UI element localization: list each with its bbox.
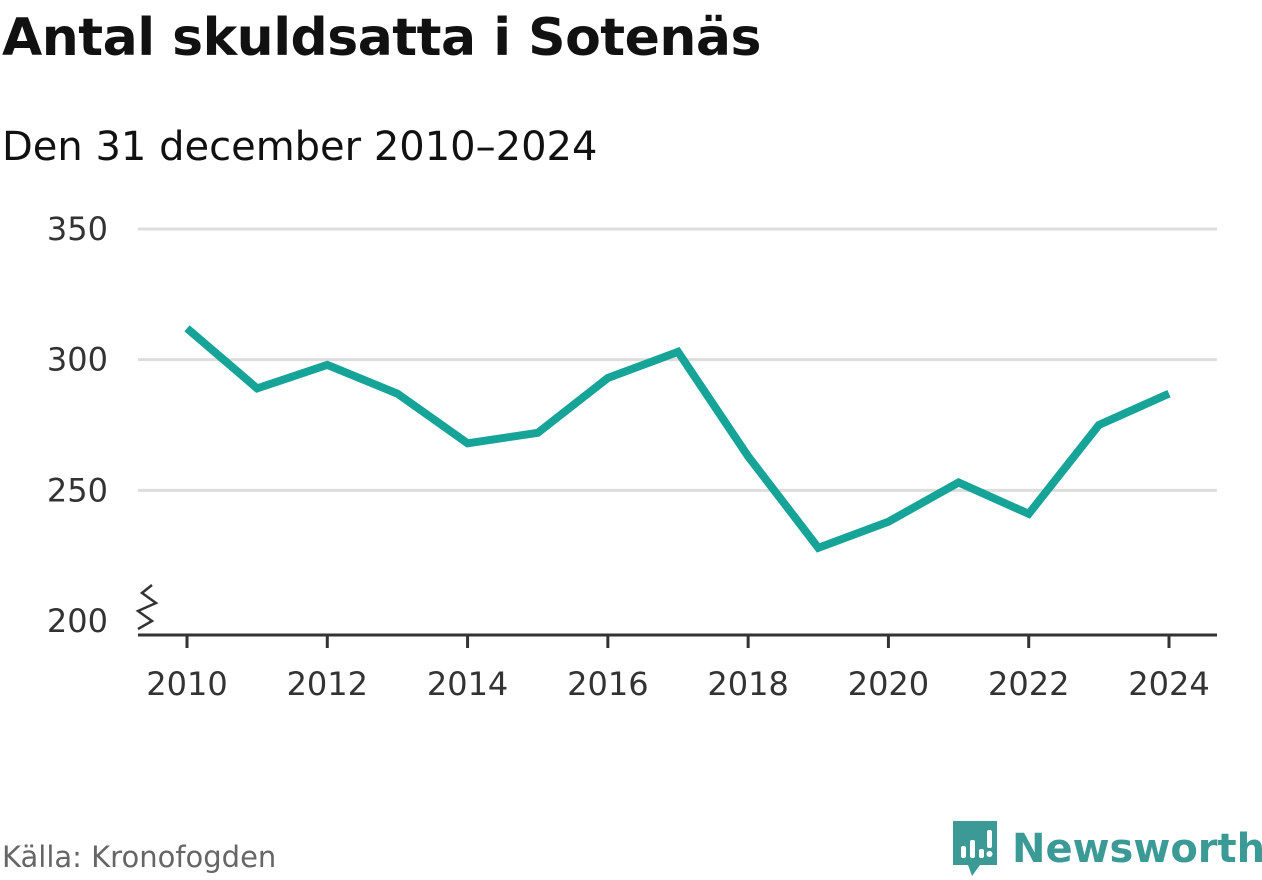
chart-subtitle: Den 31 december 2010–2024 — [2, 124, 598, 170]
y-tick-label-350: 350 — [47, 210, 108, 248]
x-axis-ticks: 2010 2012 2014 2016 2018 2020 2022 2024 — [146, 635, 1210, 703]
grid-lines — [138, 227, 1217, 492]
x-tick-label-2022: 2022 — [988, 665, 1069, 703]
brand-logo: Newsworthy — [950, 818, 1262, 880]
y-tick-label-200: 200 — [47, 602, 108, 640]
source-note: Källa: Kronofogden — [2, 840, 277, 874]
x-tick-label-2020: 2020 — [848, 665, 929, 703]
y-tick-label-250: 250 — [47, 471, 108, 509]
x-tick-label-2024: 2024 — [1128, 665, 1209, 703]
y-axis-ticks: 200 250 300 350 — [47, 210, 108, 640]
y-tick-label-300: 300 — [47, 341, 108, 379]
x-tick-label-2018: 2018 — [707, 665, 788, 703]
x-tick-label-2010: 2010 — [146, 665, 227, 703]
x-tick-label-2012: 2012 — [287, 665, 368, 703]
axis-break-icon — [135, 584, 159, 631]
series-line-0 — [184, 325, 1171, 553]
brand-name: Newsworthy — [1012, 826, 1262, 872]
series-group — [184, 325, 1171, 553]
x-tick-label-2016: 2016 — [567, 665, 648, 703]
x-tick-label-2014: 2014 — [427, 665, 508, 703]
newsworthy-logo-icon — [953, 821, 997, 876]
chart-title: Antal skuldsatta i Sotenäs — [2, 8, 761, 68]
